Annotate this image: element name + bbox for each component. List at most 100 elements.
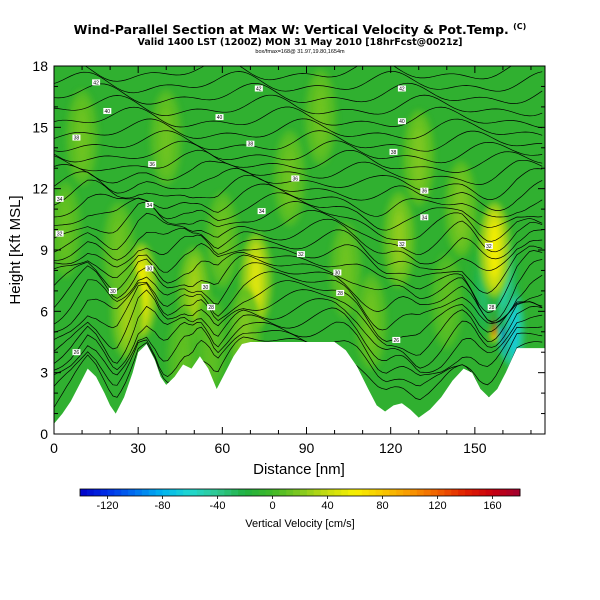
isentrope-label-10: 36: [291, 175, 300, 182]
x-tick-label-0: 0: [50, 440, 58, 456]
svg-text:34: 34: [147, 203, 153, 209]
y-tick-label-6: 18: [32, 58, 48, 74]
isentrope-line-24: [54, 118, 543, 140]
svg-text:30: 30: [203, 285, 209, 291]
velocity-cell-22: [430, 253, 463, 350]
isentrope-line-20: [54, 159, 543, 185]
isentrope-line-25: [54, 106, 543, 129]
colorbar-tick-3: 0: [269, 500, 275, 512]
isentrope-line-8: [54, 262, 543, 325]
svg-text:32: 32: [57, 232, 63, 238]
isentrope-line-27: [54, 82, 543, 105]
isentrope-line-21: [54, 149, 543, 173]
isentrope-label-19: 32: [296, 251, 305, 258]
isentrope-label-0: 42: [92, 79, 101, 86]
isentrope-label-23: 30: [201, 283, 210, 291]
svg-text:42: 42: [399, 86, 405, 92]
svg-text:42: 42: [256, 86, 262, 92]
chart-info-line: box/fmax=168@ 31.97,19.80,1654m: [255, 49, 345, 55]
isentrope-label-3: 40: [103, 107, 112, 115]
isentrope-label-27: 26: [392, 336, 401, 344]
isentrope-line-12: [54, 229, 543, 272]
isentrope-label-20: 30: [145, 265, 154, 272]
isentrope-line-2: [54, 321, 543, 376]
isentrope-label-24: 28: [336, 289, 345, 297]
svg-text:34: 34: [57, 197, 63, 203]
isentrope-line-23: [54, 130, 543, 152]
x-tick-label-5: 150: [463, 440, 487, 456]
isentrope-line-9: [54, 254, 543, 322]
y-tick-label-0: 0: [40, 426, 48, 442]
isentrope-line-28: [54, 70, 543, 94]
isentrope-label-1: 42: [254, 85, 263, 92]
isentrope-line-4: [54, 298, 543, 369]
isentrope-label-17: 32: [397, 240, 406, 248]
isentrope-label-16: 32: [55, 230, 64, 238]
y-tick-label-5: 15: [32, 119, 48, 135]
isentrope-line-16: [54, 192, 543, 231]
svg-text:32: 32: [399, 242, 405, 248]
x-tick-label-1: 30: [130, 440, 146, 456]
svg-text:28: 28: [337, 291, 343, 297]
velocity-cell-16: [102, 202, 135, 298]
isentrope-label-8: 38: [389, 148, 398, 156]
colorbar-tick-1: -80: [155, 500, 171, 512]
y-tick-label-1: 3: [40, 365, 48, 381]
isentrope-label-14: 34: [257, 208, 266, 215]
isentrope-label-11: 36: [420, 187, 429, 195]
isentrope-line-14: [54, 209, 543, 256]
isentrope-line-29: [54, 66, 543, 82]
isentrope-line-1: [54, 330, 543, 387]
velocity-cell-18: [304, 69, 337, 166]
svg-text:32: 32: [298, 252, 304, 258]
isentrope-label-12: 34: [55, 195, 64, 203]
velocity-cell-17: [206, 191, 239, 288]
svg-text:40: 40: [399, 119, 405, 125]
svg-text:38: 38: [391, 150, 397, 156]
isentrope-line-22: [54, 140, 543, 164]
isentrope-label-25: 28: [207, 304, 216, 311]
colorbar-tick-7: 160: [483, 500, 501, 512]
svg-text:30: 30: [147, 266, 153, 272]
isentrope-label-21: 30: [333, 269, 342, 276]
isentrope-label-18: 32: [484, 242, 493, 250]
x-tick-label-2: 60: [215, 440, 231, 456]
velocity-cell-5: [478, 202, 511, 298]
chart-subtitle: Valid 1400 LST (1200Z) MON 31 May 2010 […: [137, 37, 463, 48]
isentrope-label-5: 40: [397, 118, 406, 125]
y-tick-label-4: 12: [32, 181, 48, 197]
svg-text:26: 26: [74, 350, 80, 356]
isentrope-line-13: [54, 218, 543, 265]
svg-text:34: 34: [422, 215, 428, 221]
svg-text:28: 28: [208, 305, 214, 311]
isentrope-line-26: [54, 94, 543, 117]
svg-text:32: 32: [486, 244, 492, 250]
isentrope-line-10: [54, 250, 543, 313]
isentrope-label-7: 38: [246, 140, 255, 148]
colorbar-tick-4: 40: [321, 500, 333, 512]
svg-text:38: 38: [248, 142, 254, 148]
colorbar-tick-0: -120: [96, 500, 118, 512]
isentrope-label-22: 30: [108, 287, 117, 295]
isentrope-label-2: 42: [397, 85, 406, 92]
svg-text:42: 42: [93, 80, 99, 86]
svg-text:40: 40: [105, 109, 111, 115]
svg-text:30: 30: [335, 270, 341, 276]
svg-text:26: 26: [394, 338, 400, 344]
svg-text:40: 40: [217, 115, 223, 121]
velocity-cell-13: [273, 130, 306, 227]
isentrope-label-15: 34: [420, 214, 429, 221]
velocity-cell-19: [444, 161, 477, 258]
svg-text:36: 36: [293, 176, 299, 182]
y-axis-title: Height [Kft MSL]: [7, 195, 24, 304]
isentrope-line-3: [54, 307, 543, 373]
isentrope-label-4: 40: [215, 114, 224, 121]
svg-text:36: 36: [149, 162, 155, 168]
x-tick-label-3: 90: [299, 440, 315, 456]
colorbar: -120 -80 -40 0 40 80 120 160: [79, 488, 521, 512]
velocity-cell-12: [66, 89, 99, 186]
svg-text:30: 30: [110, 289, 116, 295]
colorbar-tick-5: 80: [376, 500, 388, 512]
svg-text:38: 38: [74, 136, 80, 142]
